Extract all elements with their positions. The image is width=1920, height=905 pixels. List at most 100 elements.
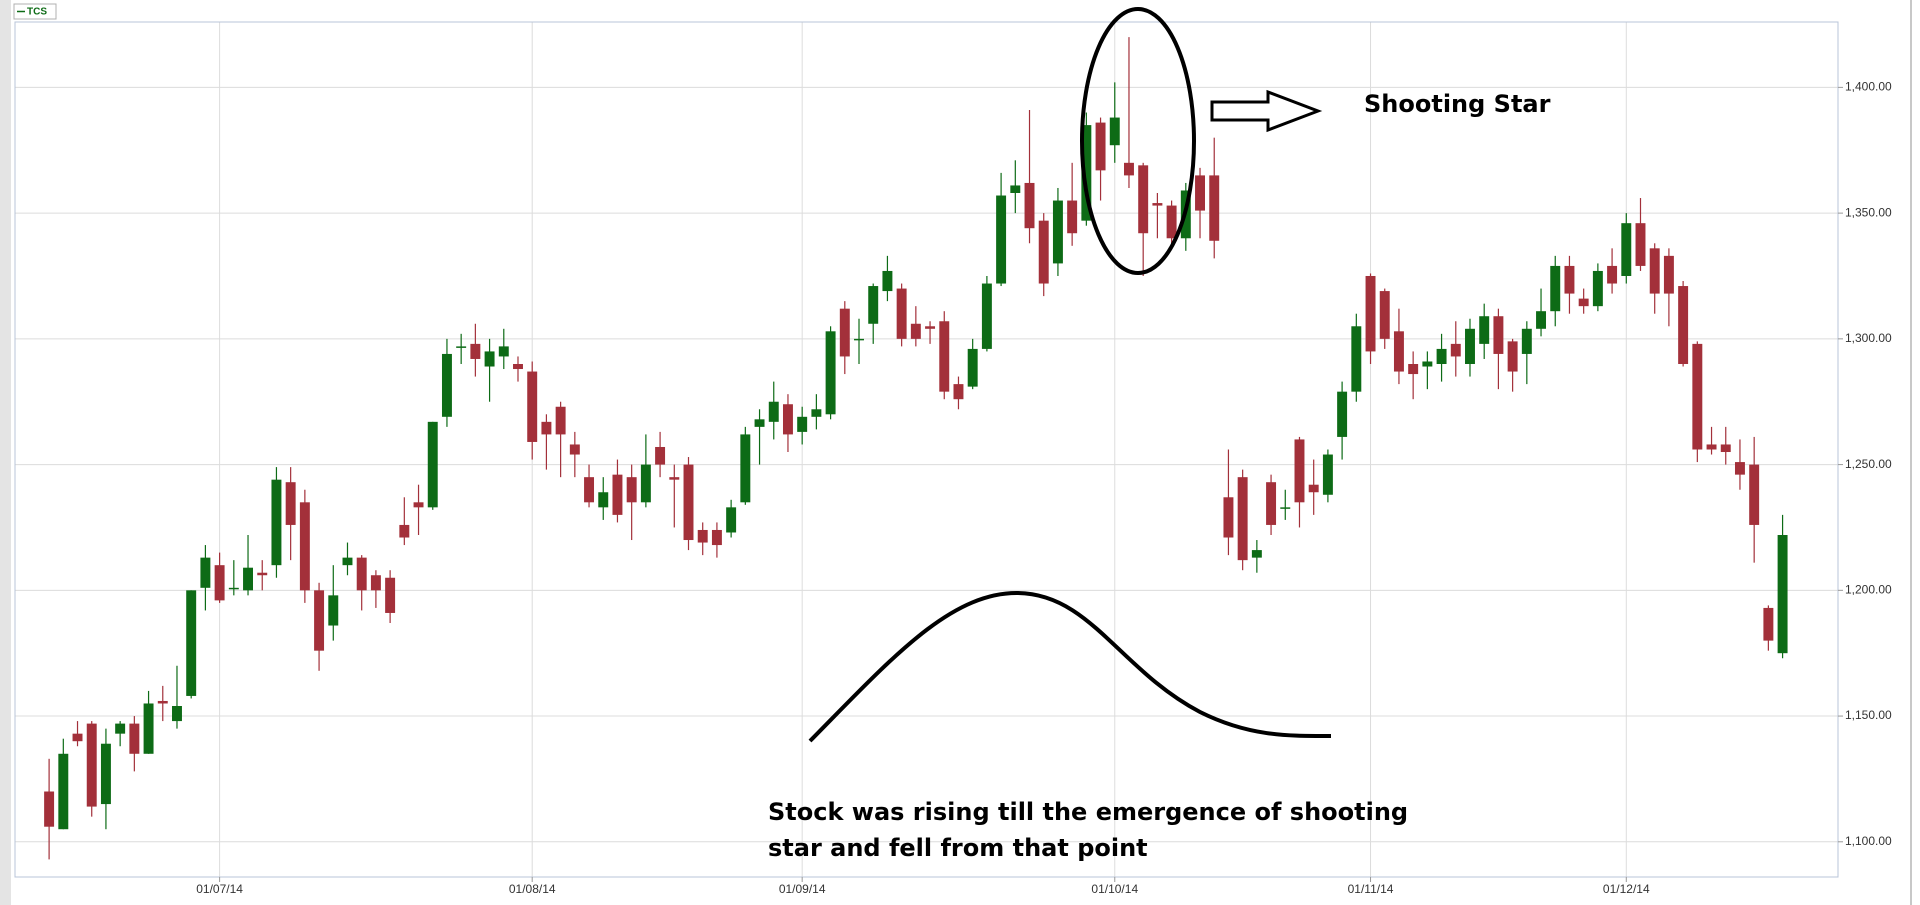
- x-tick-label: 01/10/14: [1091, 882, 1138, 896]
- candle-body: [754, 419, 765, 427]
- candle-body: [385, 577, 396, 613]
- candle-body: [413, 502, 424, 508]
- candle-body: [598, 492, 609, 508]
- candle-body: [186, 590, 197, 696]
- candle-body: [939, 321, 950, 392]
- candle-body: [1166, 205, 1177, 239]
- x-tick-label: 01/07/14: [196, 882, 243, 896]
- candle-body: [1564, 265, 1575, 294]
- candle-body: [1052, 200, 1063, 264]
- candle-body: [342, 557, 353, 566]
- y-tick-label: 1,300.00: [1845, 331, 1892, 345]
- candle-body: [1479, 316, 1490, 344]
- candle-body: [143, 703, 154, 754]
- note-text: Stock was rising till the emergence of s…: [768, 798, 1408, 826]
- candle-body: [1109, 117, 1120, 146]
- candle-body: [370, 575, 381, 591]
- candle-body: [157, 700, 168, 704]
- candle-body: [797, 416, 808, 432]
- candle-body: [854, 338, 864, 341]
- window-frame: [0, 0, 11, 905]
- candle-body: [626, 477, 637, 503]
- x-tick-label: 01/11/14: [1348, 882, 1394, 896]
- candle-body: [655, 446, 666, 465]
- candle-body: [825, 331, 836, 415]
- candle-body: [456, 346, 467, 348]
- callout-arrow: [1210, 89, 1323, 133]
- candle-body: [399, 524, 410, 538]
- y-tick-label: 1,250.00: [1845, 457, 1892, 471]
- candle-body: [172, 706, 182, 722]
- candle-body: [1124, 162, 1134, 176]
- candle-body: [811, 409, 822, 417]
- candle-body: [1493, 316, 1504, 354]
- candle-body: [967, 348, 978, 387]
- candle-body: [86, 723, 97, 807]
- grid: [15, 22, 1838, 877]
- candle-body: [1365, 275, 1376, 352]
- candle-body: [228, 587, 239, 590]
- candle-body: [612, 474, 623, 515]
- candle-body: [1706, 444, 1717, 450]
- candle-body: [839, 308, 850, 357]
- candle-body: [1393, 331, 1404, 372]
- candle-body: [1536, 311, 1547, 329]
- candle-body: [882, 270, 893, 292]
- legend-box: [13, 3, 57, 20]
- candle-body: [1692, 343, 1703, 450]
- candle-body: [427, 421, 438, 508]
- candle-body: [1251, 550, 1262, 558]
- candle-body: [584, 477, 595, 503]
- candle-body: [1607, 265, 1618, 284]
- candle-body: [44, 791, 55, 827]
- candle-body: [1138, 165, 1149, 234]
- x-tick-label: 01/09/14: [779, 882, 826, 896]
- candle-body: [1280, 507, 1291, 509]
- candle-body: [953, 384, 964, 400]
- candle-body: [271, 479, 282, 566]
- candle-body: [1678, 286, 1689, 364]
- candle-body: [726, 507, 737, 533]
- legend-label: TCS: [27, 7, 47, 18]
- candle-body: [896, 288, 907, 339]
- trend-curve: [808, 590, 1332, 743]
- candle-body: [498, 346, 509, 357]
- note-text: star and fell from that point: [768, 834, 1148, 862]
- candle-body: [1351, 326, 1362, 392]
- candle-body: [484, 351, 495, 367]
- candle-body: [1308, 484, 1319, 493]
- candle-body: [1436, 348, 1447, 364]
- candle-body: [669, 477, 680, 480]
- candle-body: [981, 283, 992, 349]
- candle-body: [1450, 343, 1461, 357]
- candle-body: [314, 590, 325, 651]
- candle-body: [740, 434, 751, 503]
- candle-body: [541, 421, 552, 435]
- annotations: Shooting Star Stock was rising till the …: [768, 7, 1551, 862]
- candle-body: [470, 343, 481, 359]
- candle-body: [1734, 462, 1745, 475]
- candle-body: [1649, 248, 1660, 294]
- candle-body: [1621, 223, 1632, 276]
- candle-body: [58, 753, 69, 830]
- candle-body: [1550, 265, 1561, 312]
- candle-body: [1337, 391, 1348, 437]
- candle-body: [100, 743, 111, 805]
- candle-body: [640, 464, 651, 503]
- candle-body: [1521, 328, 1532, 354]
- x-tick-label: 01/12/14: [1603, 882, 1650, 896]
- candle-body: [356, 557, 367, 591]
- candle-body: [555, 406, 566, 435]
- candle-body: [711, 529, 722, 546]
- candle-body: [1081, 125, 1092, 221]
- candle-body: [697, 529, 708, 543]
- highlight-ellipse: [1080, 7, 1196, 275]
- candle-body: [1010, 185, 1021, 193]
- axes: 1,100.00 1,150.00 1,200.00 1,250.00 1,300.00…: [196, 80, 1892, 897]
- candle-body: [1635, 223, 1646, 266]
- candle-body: [200, 557, 211, 588]
- candle-body: [1266, 482, 1277, 525]
- candle-body: [1763, 607, 1774, 641]
